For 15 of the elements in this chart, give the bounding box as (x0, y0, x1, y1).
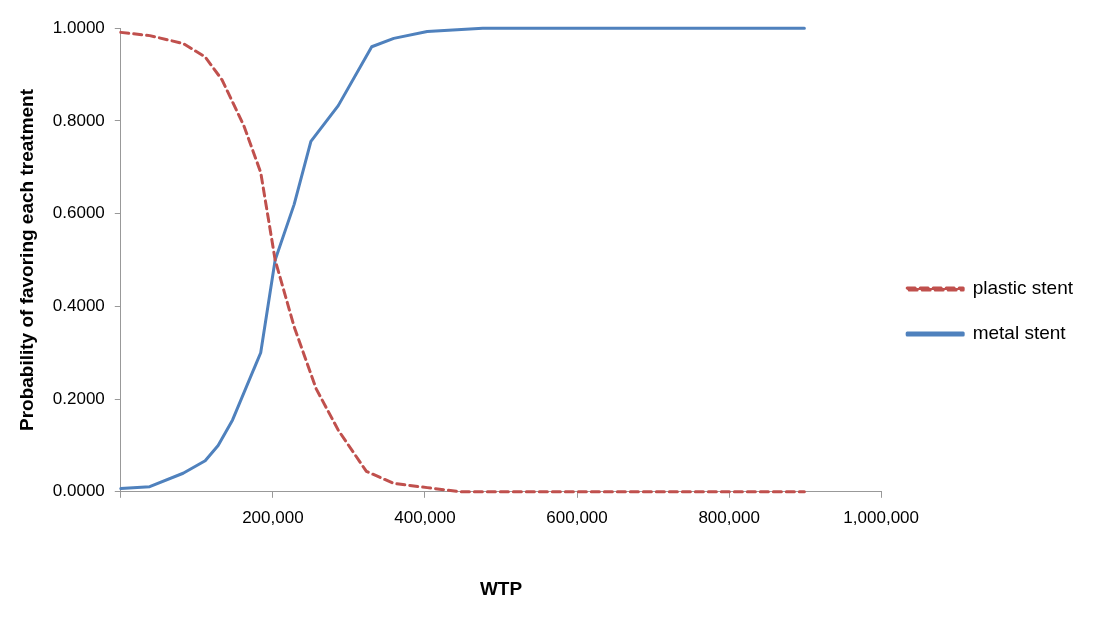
y-tick-label: 0.4000 (52, 296, 105, 316)
legend-label: metal stent (972, 322, 1067, 344)
x-tick-label: 1,000,000 (843, 507, 919, 527)
legend-label: plastic stent (972, 277, 1074, 299)
x-tick-label: 200,000 (242, 507, 304, 527)
y-axis-title: Probability of favoring each treatment (15, 88, 37, 432)
y-tick-label: 1.0000 (52, 17, 105, 37)
x-tick-label: 600,000 (546, 507, 608, 527)
y-tick-label: 0.6000 (52, 203, 105, 223)
y-tick-label: 0.0000 (52, 481, 105, 501)
y-tick-label: 0.2000 (52, 388, 105, 408)
x-tick-label: 400,000 (394, 507, 456, 527)
x-axis-title: WTP (479, 577, 523, 599)
y-tick-label: 0.8000 (52, 110, 105, 130)
x-tick-label: 800,000 (698, 507, 760, 527)
